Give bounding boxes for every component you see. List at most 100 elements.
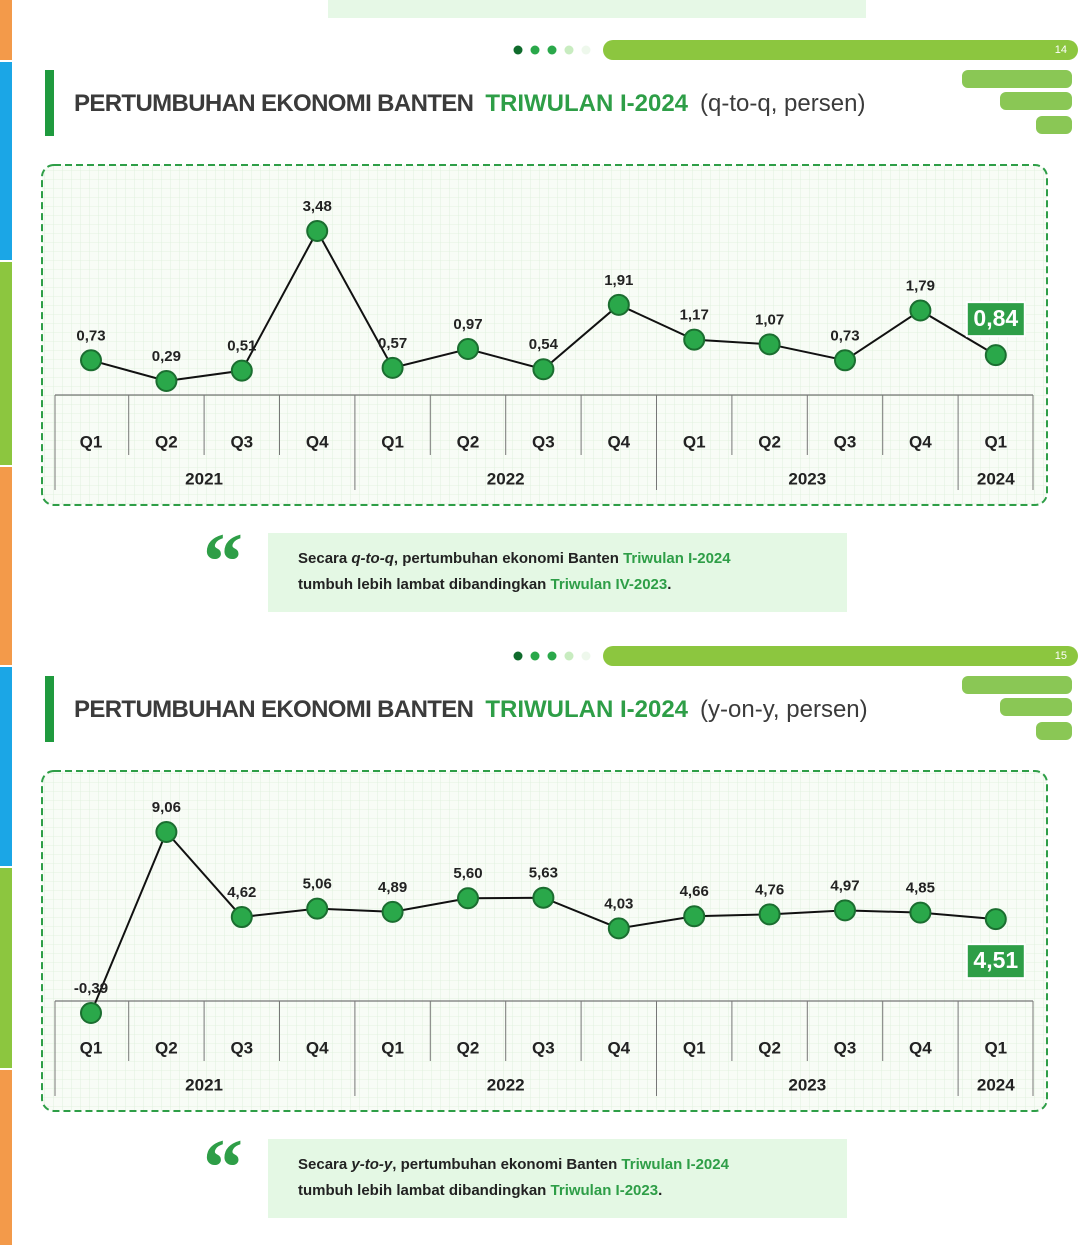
- progress-dot: [564, 45, 574, 55]
- data-point: [683, 905, 706, 928]
- quote-mark: “: [203, 518, 243, 606]
- value-label: 4,89: [378, 879, 407, 896]
- x-tick-label: Q1: [381, 432, 404, 451]
- data-point: [984, 344, 1007, 367]
- value-label: 5,63: [529, 865, 558, 882]
- logo-block: [962, 70, 1072, 88]
- value-label: 4,03: [604, 895, 633, 912]
- chart-frame: [41, 770, 1048, 1112]
- value-label: 4,97: [830, 877, 859, 894]
- x-tick-label: Q2: [758, 432, 781, 451]
- progress-dot: [513, 651, 523, 661]
- side-strip: [0, 0, 12, 60]
- progress-dot: [581, 651, 591, 661]
- quote-mark: “: [203, 1124, 243, 1212]
- value-label: 4,66: [680, 883, 709, 900]
- progress-dot: [581, 45, 591, 55]
- title-highlight: TRIWULAN I-2024: [485, 696, 688, 723]
- side-strip: [0, 467, 12, 665]
- logo-block: [1000, 92, 1072, 110]
- data-point: [306, 220, 329, 242]
- subtitle: (y-on-y, persen): [700, 696, 868, 723]
- progress-dot: [564, 651, 574, 661]
- year-label: 2021: [185, 469, 223, 488]
- note-line: tumbuh lebih lambat dibandingkan Triwula…: [298, 576, 671, 593]
- value-label: 1,79: [906, 277, 935, 294]
- data-point: [834, 349, 856, 372]
- note-text: tumbuh lebih lambat dibandingkan: [298, 1182, 551, 1199]
- title-accent: [45, 676, 54, 742]
- x-tick-label: Q4: [306, 432, 329, 451]
- value-label-highlight: 4,51: [973, 947, 1018, 973]
- value-label: -0,39: [74, 980, 108, 997]
- note-text: , pertumbuhan ekonomi Banten: [394, 550, 623, 567]
- value-label: 1,07: [755, 311, 784, 328]
- note-line: tumbuh lebih lambat dibandingkan Triwula…: [298, 1182, 662, 1199]
- x-tick-label: Q2: [155, 432, 178, 451]
- value-label: 5,06: [303, 876, 332, 893]
- title-main: PERTUMBUHAN EKONOMI BANTEN: [74, 696, 474, 723]
- progress-dot: [513, 45, 523, 55]
- page-number: 14: [1055, 44, 1067, 56]
- x-tick-label: Q1: [80, 1038, 103, 1057]
- data-point: [230, 906, 253, 929]
- title-accent: [45, 70, 54, 136]
- x-tick-label: Q1: [683, 1038, 706, 1057]
- data-point: [155, 821, 178, 843]
- x-tick-label: Q3: [230, 1038, 253, 1057]
- year-label: 2024: [977, 1075, 1015, 1094]
- data-point: [80, 1002, 102, 1024]
- data-point: [381, 900, 404, 923]
- data-point: [984, 908, 1007, 931]
- logo-block: [1036, 116, 1072, 134]
- value-label: 0,73: [76, 327, 105, 344]
- data-point: [155, 370, 178, 392]
- note-box: [268, 533, 847, 612]
- value-label: 1,17: [680, 307, 709, 324]
- note-text: Secara: [298, 550, 351, 567]
- value-label: 0,29: [152, 348, 181, 365]
- note-text: q-to-q: [351, 550, 393, 567]
- progress-dot: [530, 45, 540, 55]
- value-label: 0,97: [453, 316, 482, 333]
- data-point: [607, 917, 630, 940]
- side-strip: [0, 1070, 12, 1245]
- x-tick-label: Q4: [607, 1038, 630, 1057]
- year-label: 2024: [977, 469, 1015, 488]
- chart-frame: [41, 164, 1048, 506]
- value-label: 0,51: [227, 338, 256, 355]
- side-strip: [0, 868, 12, 1068]
- value-label-highlight: 0,84: [973, 305, 1018, 331]
- x-tick-label: Q1: [984, 432, 1007, 451]
- x-tick-label: Q2: [457, 1038, 480, 1057]
- highlight-box: [965, 301, 1026, 338]
- year-label: 2022: [487, 1075, 525, 1094]
- data-point: [230, 359, 253, 382]
- progress-bar: [603, 40, 1078, 60]
- year-label: 2023: [788, 1075, 826, 1094]
- value-label: 0,57: [378, 335, 407, 352]
- progress-dot: [547, 45, 557, 55]
- chart-title: PERTUMBUHAN EKONOMI BANTEN TRIWULAN I-202…: [74, 90, 865, 117]
- value-label: 0,73: [830, 327, 859, 344]
- note-text: Triwulan I-2024: [623, 550, 731, 567]
- note-text: .: [667, 576, 671, 593]
- x-tick-label: Q1: [381, 1038, 404, 1057]
- data-point: [532, 358, 555, 381]
- progress-dot: [530, 651, 540, 661]
- x-tick-label: Q1: [683, 432, 706, 451]
- x-tick-label: Q1: [984, 1038, 1007, 1057]
- note-line: Secara y-to-y, pertumbuhan ekonomi Bante…: [298, 1156, 730, 1173]
- progress-bar: [603, 646, 1078, 666]
- data-point: [457, 338, 479, 361]
- data-point: [758, 333, 781, 356]
- note-text: Triwulan I-2024: [621, 1156, 729, 1173]
- x-tick-label: Q3: [230, 432, 253, 451]
- value-label: 1,91: [604, 272, 633, 289]
- value-label: 9,06: [152, 799, 181, 816]
- note-text: Secara: [298, 1156, 351, 1173]
- x-tick-label: Q3: [834, 1038, 857, 1057]
- side-strip: [0, 62, 12, 260]
- x-tick-label: Q2: [758, 1038, 781, 1057]
- x-tick-label: Q3: [532, 1038, 555, 1057]
